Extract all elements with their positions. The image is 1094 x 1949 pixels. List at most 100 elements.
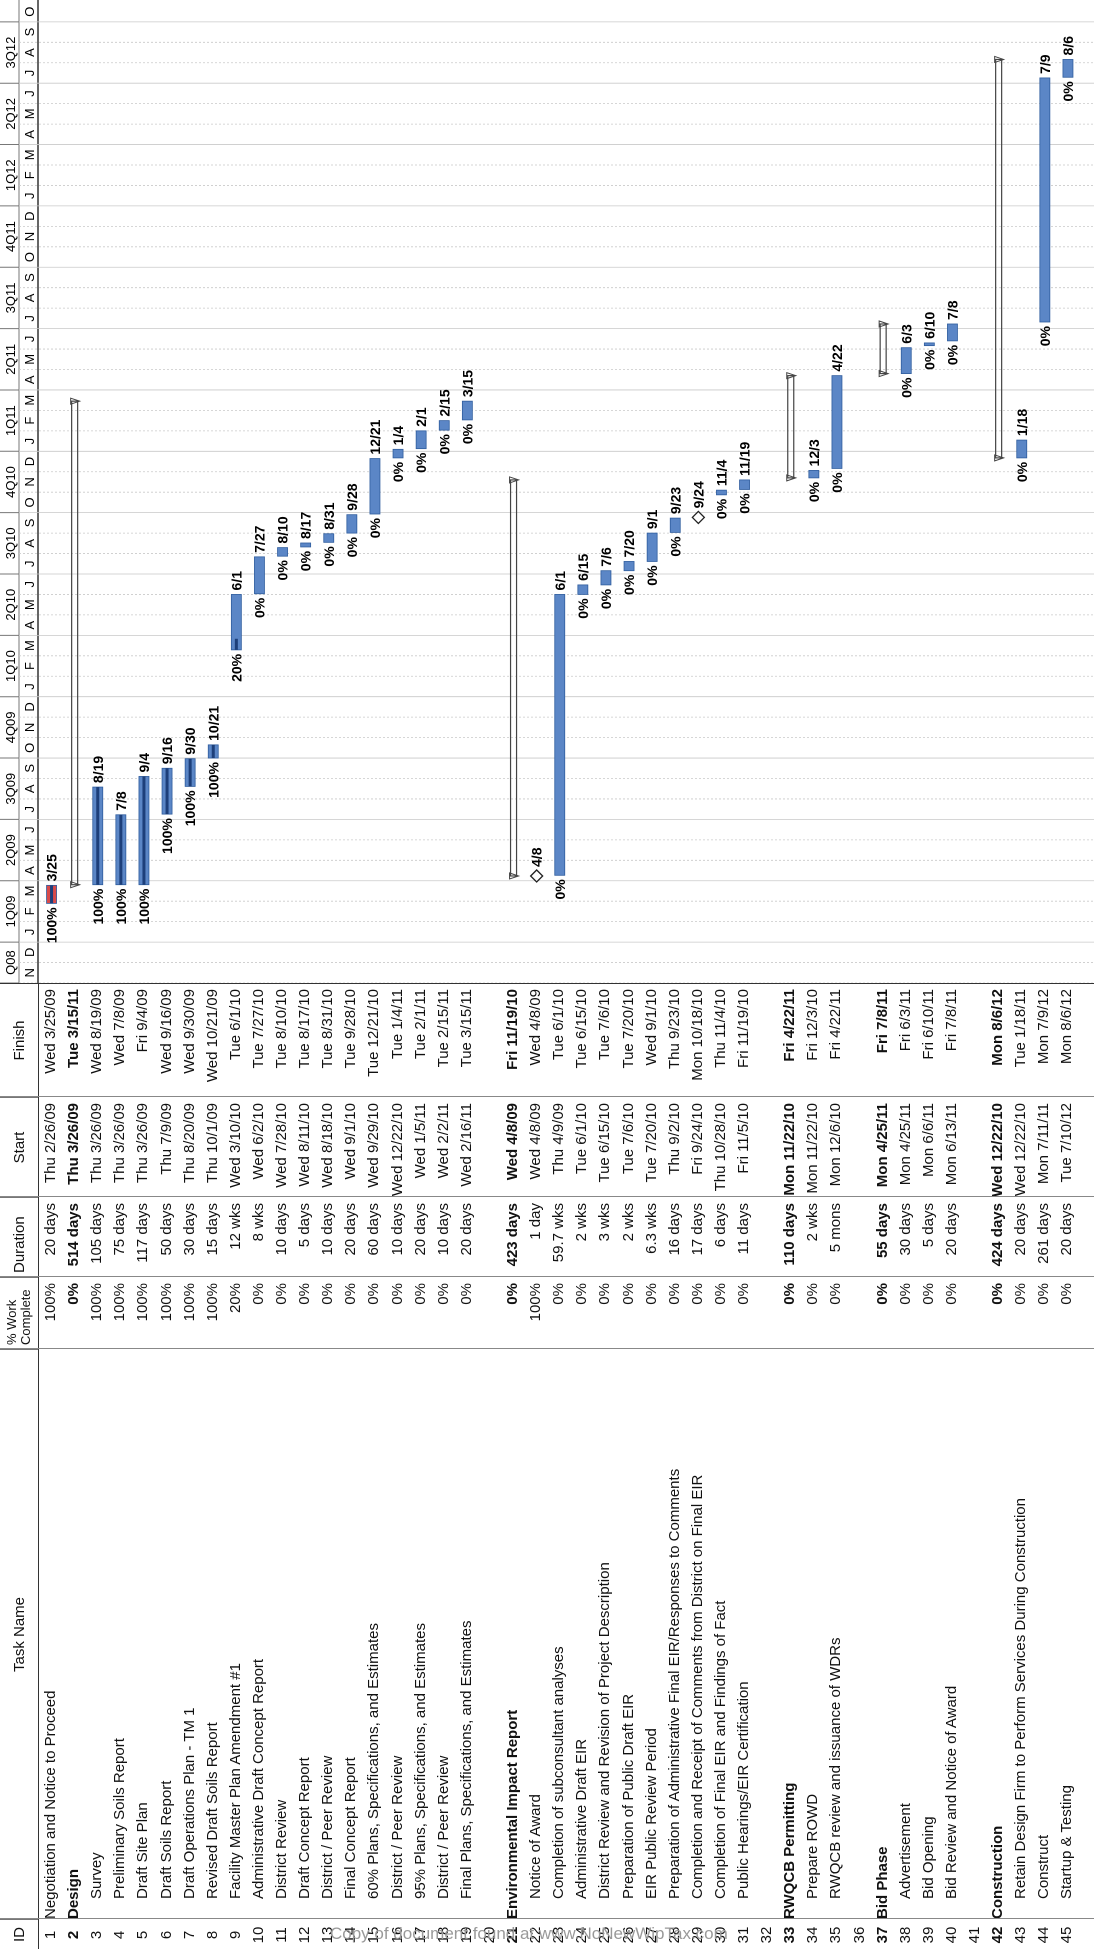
header-pct-work: % Work Complete [0, 1277, 38, 1349]
task-start: Tue 6/1/10 [573, 1103, 591, 1175]
task-start: Mon 11/22/10 [804, 1103, 822, 1194]
task-duration: 16 days [665, 1203, 683, 1256]
task-bar [254, 556, 265, 595]
task-start: Wed 4/8/09 [527, 1103, 545, 1180]
task-finish: Wed 7/8/09 [111, 989, 129, 1066]
task-duration: 59.7 wks [550, 1203, 568, 1263]
bar-pct-label: 0% [321, 546, 337, 567]
bar-pct-label: 0% [275, 560, 291, 581]
quarter-label: 4Q11 [3, 221, 18, 252]
task-bar [669, 517, 681, 533]
task-id: 4 [111, 1930, 129, 1940]
task-pct-work: 0% [1012, 1283, 1030, 1305]
header-id: ID [0, 1919, 38, 1949]
task-pct-work: 100% [527, 1283, 545, 1322]
task-name: Prepare ROWD [804, 1793, 822, 1899]
month-label: S [22, 764, 37, 773]
bar-pct-label: 0% [251, 597, 267, 618]
bar-pct-label: 0% [1037, 325, 1053, 346]
task-duration: 20 days [342, 1203, 360, 1256]
task-finish: Mon 8/6/12 [989, 989, 1007, 1066]
task-name: Completion of Final EIR and Findings of … [711, 1600, 729, 1899]
task-name: 60% Plans, Specifications, and Estimates [365, 1623, 383, 1899]
task-progress [211, 744, 215, 759]
task-id: 45 [1058, 1926, 1076, 1944]
task-duration: 50 days [157, 1203, 175, 1256]
task-name: Survey [88, 1852, 106, 1899]
month-label: M [22, 640, 37, 651]
task-pct-work: 0% [781, 1283, 799, 1305]
task-name: Public Hearings/EIR Certification [735, 1681, 752, 1899]
column-divider [0, 1348, 1094, 1349]
task-id: 9 [226, 1930, 244, 1940]
bar-finish-label: 3/25 [44, 854, 60, 881]
month-label: J [22, 561, 37, 568]
bar-pct-label: 100% [205, 762, 221, 798]
task-start: Wed 3/10/10 [226, 1103, 244, 1188]
task-finish [964, 985, 986, 1097]
task-start: Wed 4/8/09 [504, 1103, 521, 1181]
milestone-marker [691, 510, 706, 525]
task-id: 40 [942, 1926, 960, 1944]
task-id: 6 [157, 1930, 175, 1940]
month-label: D [22, 948, 37, 957]
task-pct-work: 0% [873, 1283, 891, 1305]
month-label: A [22, 293, 37, 302]
month-label: J [22, 826, 37, 833]
bar-finish-label: 8/6 [1060, 36, 1076, 56]
bar-pct-label: 0% [598, 588, 614, 609]
task-start: Thu 8/20/09 [180, 1103, 198, 1184]
bar-pct-label: 100% [182, 790, 198, 826]
task-pct-work: 0% [1058, 1283, 1076, 1305]
summary-cap [878, 369, 890, 378]
task-id: 35 [827, 1926, 845, 1944]
month-label: O [22, 497, 37, 507]
bar-pct-label: 20% [228, 653, 244, 682]
task-bar [461, 400, 473, 421]
month-label: N [22, 232, 37, 241]
task-start: Thu 10/28/10 [711, 1103, 729, 1192]
bar-pct-label: 0% [667, 536, 683, 557]
bar-finish-label: 4/8 [529, 847, 545, 867]
task-bar [415, 430, 427, 450]
task-pct-work: 0% [411, 1283, 429, 1305]
task-start: Wed 8/18/10 [319, 1103, 337, 1188]
bar-pct-label: 0% [898, 377, 914, 398]
bar-finish-label: 1/18 [1014, 409, 1030, 436]
month-label: A [22, 130, 37, 139]
task-finish: Tue 6/1/10 [226, 989, 244, 1061]
task-finish: Tue 6/15/10 [573, 989, 591, 1069]
task-start: Wed 9/29/10 [365, 1103, 383, 1188]
quarter-label: 1Q09 [3, 896, 18, 928]
task-start: Thu 2/26/09 [42, 1103, 59, 1184]
task-duration: 20 days [411, 1203, 429, 1256]
task-duration: 20 days [1058, 1203, 1076, 1256]
task-finish: Fri 7/8/11 [873, 989, 891, 1054]
bar-pct-label: 0% [644, 565, 660, 586]
task-name: Environmental Impact Report [504, 1709, 521, 1919]
task-start: Tue 7/6/10 [619, 1103, 637, 1175]
task-finish: Tue 7/27/10 [249, 989, 267, 1069]
quarter-label: 1Q10 [3, 650, 18, 682]
column-divider [0, 983, 1094, 984]
bar-pct-label: 0% [552, 879, 568, 900]
task-duration: 10 days [434, 1203, 452, 1256]
bar-pct-label: 0% [921, 349, 937, 370]
month-label: D [22, 702, 37, 711]
task-finish: Fri 11/19/10 [735, 989, 752, 1068]
task-finish: Tue 7/20/10 [619, 989, 637, 1069]
task-name [479, 1351, 501, 1919]
task-duration: 10 days [319, 1203, 337, 1256]
task-start [756, 1099, 778, 1197]
bar-finish-label: 1/4 [390, 426, 406, 446]
summary-bar [509, 479, 518, 877]
task-id: 1 [42, 1930, 59, 1940]
task-name: Revised Draft Soils Report [203, 1722, 221, 1899]
column-divider [0, 1276, 1094, 1277]
task-pct-work [849, 1279, 871, 1349]
task-name: RWQCB Permitting [781, 1782, 799, 1919]
task-start: Tue 7/10/12 [1058, 1103, 1076, 1183]
bar-pct-label: 0% [806, 481, 822, 502]
task-name: Bid Opening [919, 1816, 937, 1899]
task-pct-work: 100% [42, 1283, 59, 1322]
